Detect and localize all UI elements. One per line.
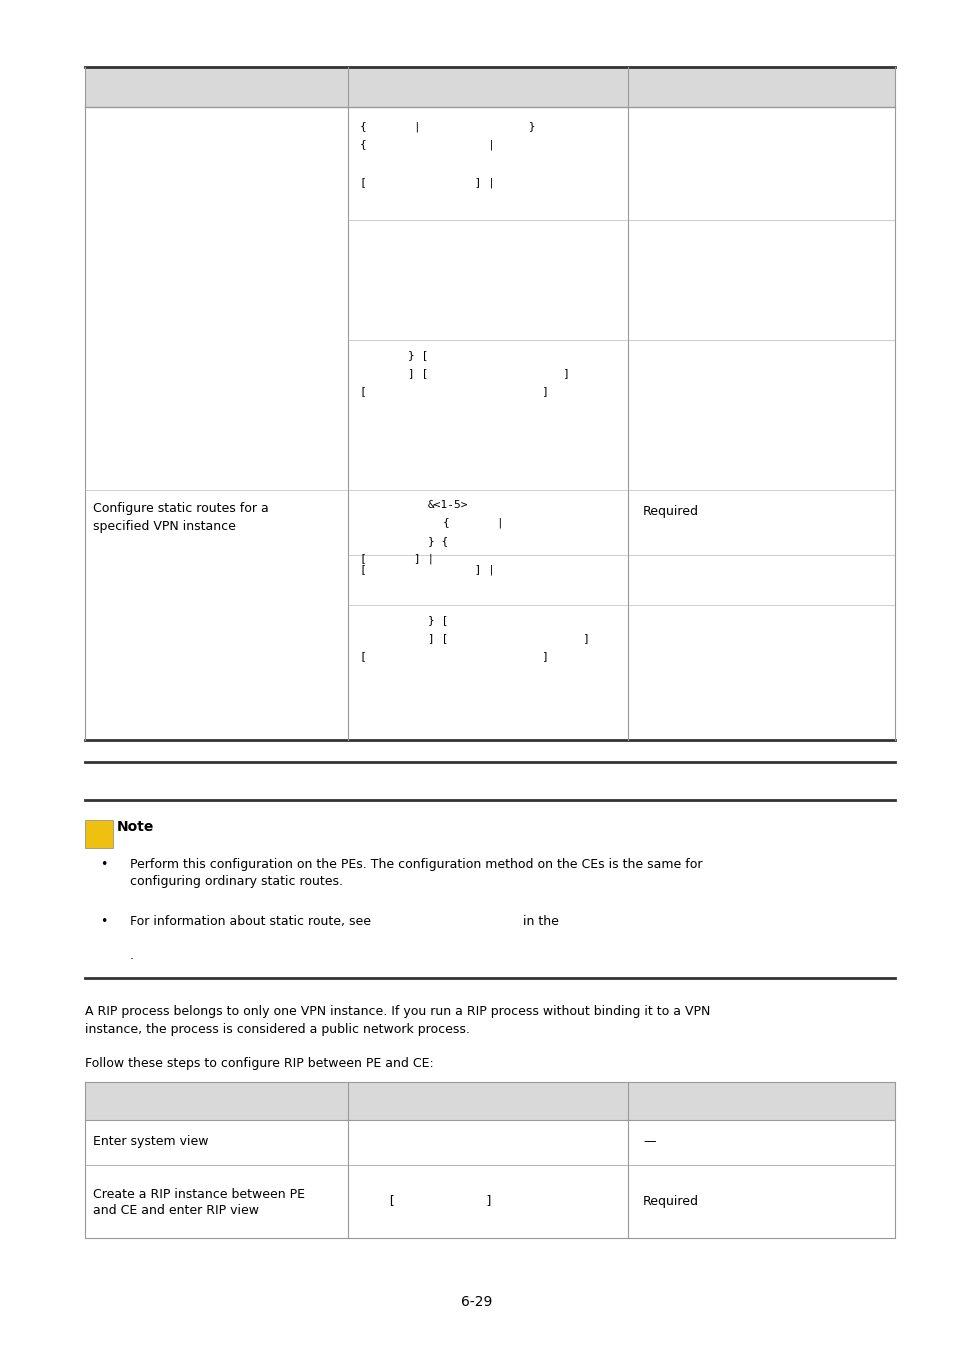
- Text: ] [                    ]: ] [ ]: [408, 369, 569, 378]
- Text: } [: } [: [428, 616, 448, 625]
- Text: Enter system view: Enter system view: [92, 1135, 209, 1149]
- Text: {       |: { |: [442, 518, 503, 528]
- Text: .: .: [130, 949, 133, 963]
- Text: [       ] |: [ ] |: [359, 554, 434, 564]
- Text: Configure static routes for a: Configure static routes for a: [92, 502, 269, 514]
- Text: &<1-5>: &<1-5>: [428, 500, 468, 510]
- Text: For information about static route, see                                      in : For information about static route, see …: [130, 915, 558, 927]
- Text: [                          ]: [ ]: [359, 651, 548, 661]
- Text: [                ] |: [ ] |: [359, 177, 495, 188]
- Text: ] [                    ]: ] [ ]: [428, 633, 589, 643]
- Text: 6-29: 6-29: [461, 1295, 492, 1309]
- Text: Note: Note: [117, 819, 154, 834]
- Text: and CE and enter RIP view: and CE and enter RIP view: [92, 1203, 258, 1216]
- Text: [            ]: [ ]: [388, 1195, 493, 1207]
- Text: Perform this configuration on the PEs. The configuration method on the CEs is th: Perform this configuration on the PEs. T…: [130, 859, 701, 871]
- Bar: [85, 1081, 894, 1120]
- Text: [                ] |: [ ] |: [359, 566, 495, 575]
- Text: [                          ]: [ ]: [359, 386, 548, 396]
- Text: specified VPN instance: specified VPN instance: [92, 520, 235, 533]
- Text: configuring ordinary static routes.: configuring ordinary static routes.: [130, 875, 343, 888]
- Bar: [85, 819, 112, 848]
- Text: {                  |: { |: [359, 140, 495, 150]
- Text: Required: Required: [642, 1195, 699, 1207]
- Text: } [: } [: [408, 350, 428, 360]
- Text: •: •: [100, 859, 108, 871]
- Text: •: •: [100, 915, 108, 927]
- Text: Create a RIP instance between PE: Create a RIP instance between PE: [92, 1188, 305, 1200]
- Text: } {: } {: [428, 536, 448, 545]
- Bar: [85, 68, 894, 107]
- Text: instance, the process is considered a public network process.: instance, the process is considered a pu…: [85, 1023, 470, 1035]
- Text: Follow these steps to configure RIP between PE and CE:: Follow these steps to configure RIP betw…: [85, 1057, 434, 1071]
- Text: A RIP process belongs to only one VPN instance. If you run a RIP process without: A RIP process belongs to only one VPN in…: [85, 1004, 710, 1018]
- Text: Required: Required: [642, 505, 699, 518]
- Text: {       |                }: { | }: [359, 122, 535, 132]
- Text: —: —: [642, 1135, 655, 1149]
